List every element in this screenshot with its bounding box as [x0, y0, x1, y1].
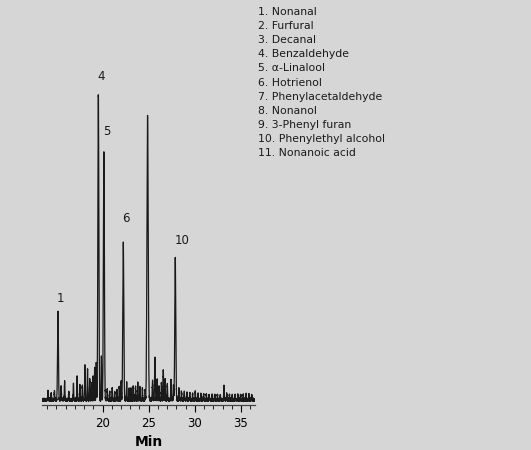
Text: 4: 4 [98, 70, 105, 83]
Text: 1. Nonanal
2. Furfural
3. Decanal
4. Benzaldehyde
5. α-Linalool
6. Hotrienol
7. : 1. Nonanal 2. Furfural 3. Decanal 4. Ben… [258, 7, 384, 158]
Text: 6: 6 [122, 212, 129, 225]
Text: 10: 10 [174, 234, 189, 248]
X-axis label: Min: Min [134, 435, 163, 450]
Text: 5: 5 [103, 125, 110, 138]
Text: 1: 1 [57, 292, 64, 305]
